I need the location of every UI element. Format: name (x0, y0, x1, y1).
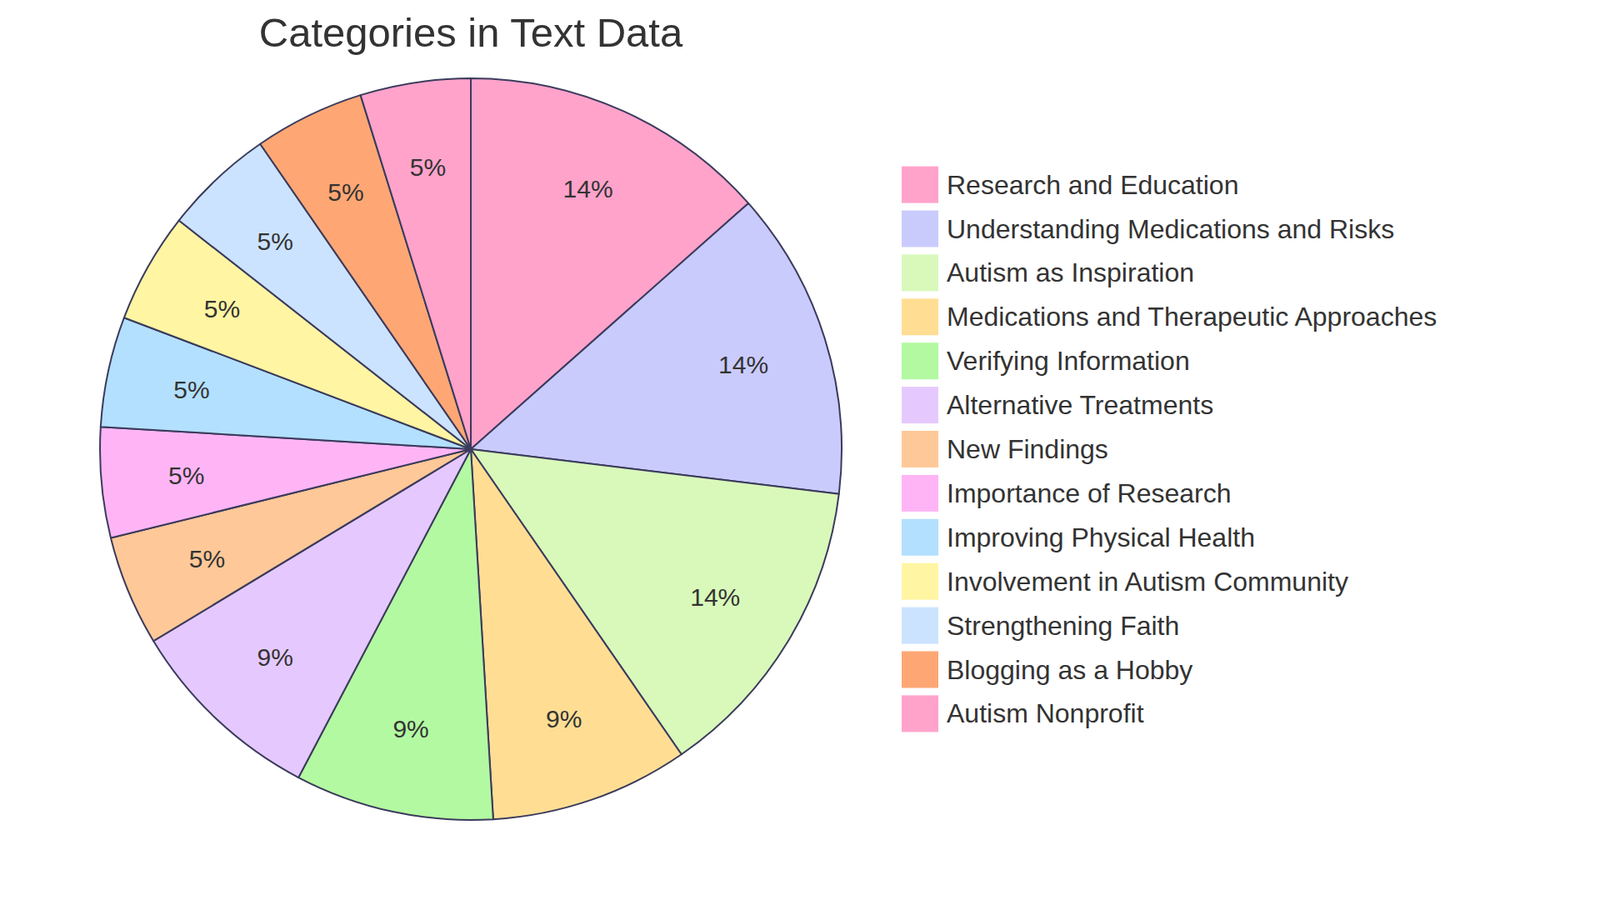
legend-swatch (901, 563, 939, 600)
legend-label: Autism as Inspiration (946, 257, 1195, 288)
legend-item: Improving Physical Health (901, 519, 1255, 556)
title: Categories in Text Data (259, 10, 684, 55)
pie (100, 78, 842, 820)
legend-label: Improving Physical Health (946, 522, 1255, 553)
data-label: 9% (392, 715, 429, 743)
data-label: 9% (256, 643, 293, 671)
legend-label: Autism Nonprofit (946, 698, 1145, 729)
data-label: 9% (545, 705, 582, 733)
data-label: 14% (718, 350, 769, 379)
data-label: 5% (168, 461, 205, 490)
legend-item: Autism as Inspiration (901, 254, 1195, 291)
legend-swatch (901, 298, 939, 335)
legend-swatch (901, 166, 939, 204)
data-label: 5% (256, 227, 293, 255)
data-label: 14% (690, 583, 740, 611)
data-label: 5% (327, 178, 364, 206)
legend-swatch (901, 695, 939, 732)
legend-label: Medications and Therapeutic Approaches (946, 301, 1437, 332)
legend-swatch (901, 519, 939, 556)
legend-swatch (901, 607, 939, 645)
legend-item: Autism Nonprofit (901, 695, 1145, 732)
legend-item: Verifying Information (901, 342, 1190, 380)
legend-item: Medications and Therapeutic Approaches (901, 298, 1437, 335)
data-label: 5% (410, 153, 446, 181)
legend-item: Alternative Treatments (901, 386, 1214, 424)
legend-swatch (901, 430, 939, 468)
slice (360, 78, 471, 450)
slice (470, 203, 842, 495)
legend-item: Understanding Medications and Risks (901, 210, 1395, 248)
legend-swatch (901, 475, 939, 512)
legend-label: New Findings (946, 434, 1109, 465)
legend-swatch (901, 651, 939, 689)
data-label: 14% (563, 175, 614, 203)
chart: Categories in Text Data 14% 14% 14% 9% 9% 9% 5%… (0, 0, 1600, 900)
slice (470, 449, 682, 820)
legend-label: Research and Education (946, 170, 1239, 200)
data-labels: 14% 14% 14% 9% 9% 9% 5% 5% 5% 5% 5% 5% 5% (168, 153, 769, 743)
legend-item: Importance of Research (901, 475, 1232, 512)
legend-swatch (901, 210, 939, 248)
legend-swatch (901, 342, 939, 380)
legend: Research and Education Understanding Medi… (901, 166, 1437, 733)
legend-swatch (901, 254, 939, 291)
legend-item: Research and Education (901, 166, 1239, 204)
data-label: 5% (173, 375, 210, 404)
legend-label: Importance of Research (946, 478, 1232, 509)
legend-label: Strengthening Faith (946, 610, 1180, 641)
legend-label: Verifying Information (946, 345, 1190, 376)
legend-label: Involvement in Autism Community (946, 566, 1349, 597)
legend-label: Alternative Treatments (946, 390, 1214, 420)
legend-swatch (901, 386, 939, 424)
legend-item: New Findings (901, 430, 1109, 468)
data-label: 5% (189, 545, 225, 573)
legend-item: Strengthening Faith (901, 607, 1180, 645)
legend-label: Blogging as a Hobby (946, 655, 1193, 685)
legend-item: Involvement in Autism Community (901, 563, 1349, 600)
legend-label: Understanding Medications and Risks (946, 214, 1395, 245)
legend-item: Blogging as a Hobby (901, 651, 1193, 689)
data-label: 5% (204, 295, 240, 323)
